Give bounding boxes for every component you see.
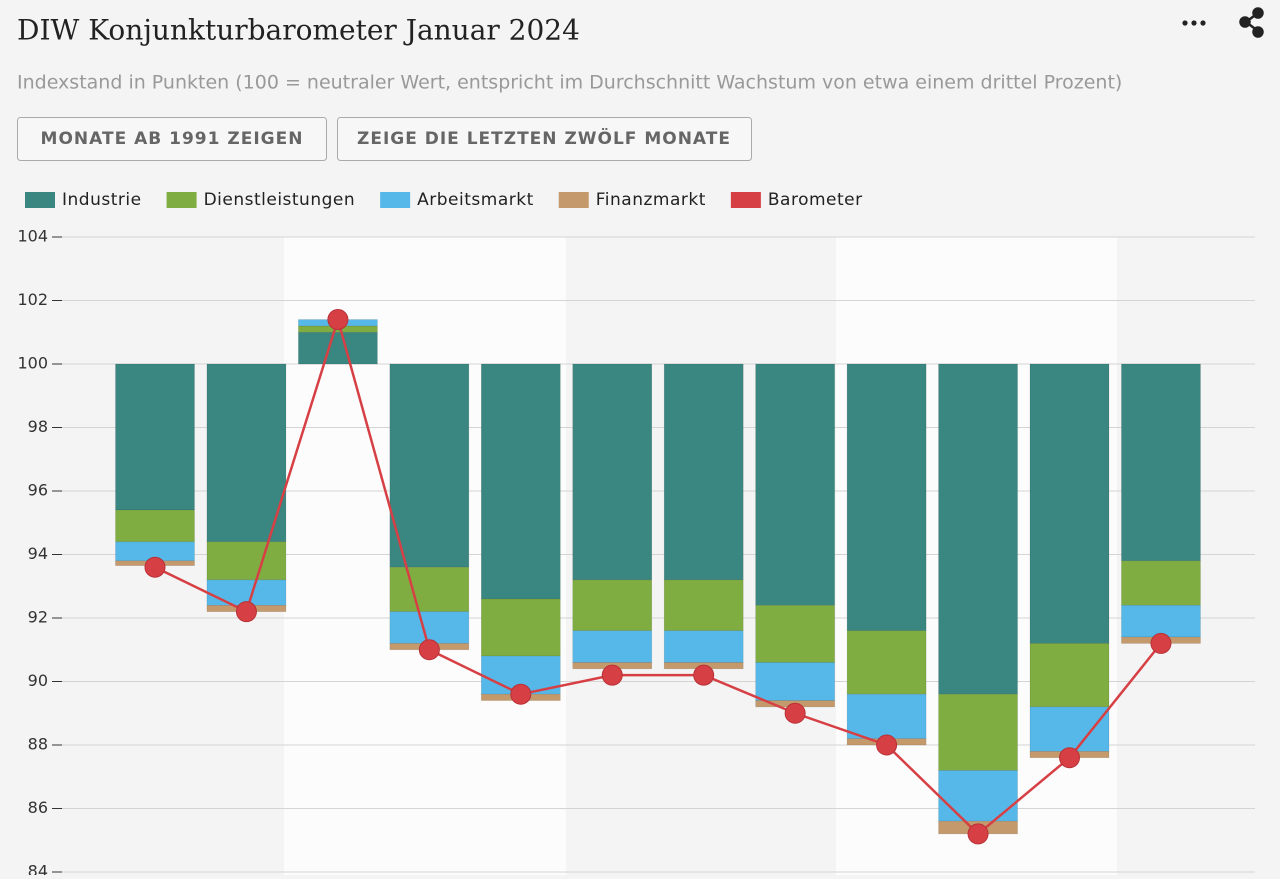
legend-label[interactable]: Barometer (768, 190, 863, 210)
bar-segment (572, 630, 653, 663)
bar-segment (1029, 706, 1110, 752)
y-tick-label: 96 (28, 481, 48, 500)
bar-segment (663, 630, 744, 663)
y-tick-label: 98 (28, 417, 48, 436)
line-point (693, 664, 715, 686)
line-point (876, 734, 898, 756)
bar-segment (389, 611, 470, 644)
chart-subtitle: Indexstand in Punkten (100 = neutraler W… (17, 72, 1122, 94)
y-tick-label: 94 (28, 544, 48, 563)
bar-segment (206, 541, 287, 581)
y-tick-label: 88 (28, 735, 48, 754)
legend-swatch (380, 192, 411, 208)
bar-segment (389, 363, 470, 568)
y-tick-label: 92 (28, 608, 48, 627)
bar-segment (206, 579, 287, 606)
line-point (1150, 632, 1172, 654)
bar-segment (298, 331, 378, 365)
chart-title: DIW Konjunkturbarometer Januar 2024 (17, 14, 580, 47)
button[interactable]: ZEIGE DIE LETZTEN ZWÖLF MONATE (337, 117, 752, 161)
share-icon[interactable] (1239, 7, 1264, 38)
legend-item[interactable]: Barometer (730, 190, 863, 210)
legend-label[interactable]: Arbeitsmarkt (417, 190, 534, 210)
bar-segment (389, 566, 470, 612)
bar-segment (938, 770, 1018, 822)
bar-segment (1121, 363, 1201, 562)
bar-segment (1121, 604, 1201, 638)
y-tick-label: 102 (17, 290, 48, 309)
bar-segment (1029, 643, 1110, 708)
menu-icon[interactable] (1182, 20, 1206, 26)
legend-item[interactable]: Industrie (25, 190, 142, 210)
bar-segment (115, 509, 195, 543)
button-label[interactable]: ZEIGE DIE LETZTEN ZWÖLF MONATE (357, 127, 731, 149)
line-point (510, 683, 532, 705)
bar-segment (572, 363, 653, 581)
bar-segment (663, 363, 744, 581)
bar-segment (115, 363, 195, 511)
legend-swatch (730, 192, 761, 208)
line-point (235, 601, 257, 623)
bar-segment (846, 363, 927, 632)
legend-label[interactable]: Finanzmarkt (596, 190, 706, 210)
bar-segment (846, 630, 927, 695)
bar-segment (480, 363, 561, 600)
legend-item[interactable]: Finanzmarkt (558, 190, 706, 210)
line-point (601, 664, 623, 686)
legend-swatch (25, 192, 55, 208)
legend-swatch (166, 192, 197, 208)
bar-segment (846, 693, 927, 739)
button[interactable]: MONATE AB 1991 ZEIGEN (17, 117, 327, 161)
line (154, 315, 1162, 836)
legend-label[interactable]: Industrie (62, 190, 142, 210)
line-point (144, 556, 166, 578)
bar-segment (1121, 560, 1201, 606)
bar-segment (938, 363, 1018, 695)
button-label[interactable]: MONATE AB 1991 ZEIGEN (41, 129, 304, 149)
bar-segment (663, 579, 744, 632)
legend-item[interactable]: Dienstleistungen (166, 190, 356, 210)
bar-segment (480, 598, 561, 657)
legend-label[interactable]: Dienstleistungen (204, 190, 356, 210)
line-point (327, 309, 349, 331)
line-point (784, 702, 806, 724)
bar-segment (572, 579, 653, 632)
bar-segment (755, 604, 835, 663)
y-tick-label: 104 (17, 227, 48, 246)
y-tick-label: 86 (28, 798, 48, 817)
y-tick-label: 84 (28, 862, 48, 876)
legend-item[interactable]: Arbeitsmarkt (380, 190, 534, 210)
y-tick-label: 100 (17, 354, 48, 373)
bar-segment (755, 363, 835, 606)
legend-swatch (558, 192, 589, 208)
line-point (967, 823, 989, 845)
line-point (418, 639, 440, 661)
y-tick-label: 90 (28, 671, 48, 690)
bar-segment (1029, 363, 1110, 644)
line-point (1059, 747, 1080, 769)
bar-segment (206, 363, 287, 543)
bar-segment (755, 662, 835, 701)
bar-segment (938, 693, 1018, 771)
